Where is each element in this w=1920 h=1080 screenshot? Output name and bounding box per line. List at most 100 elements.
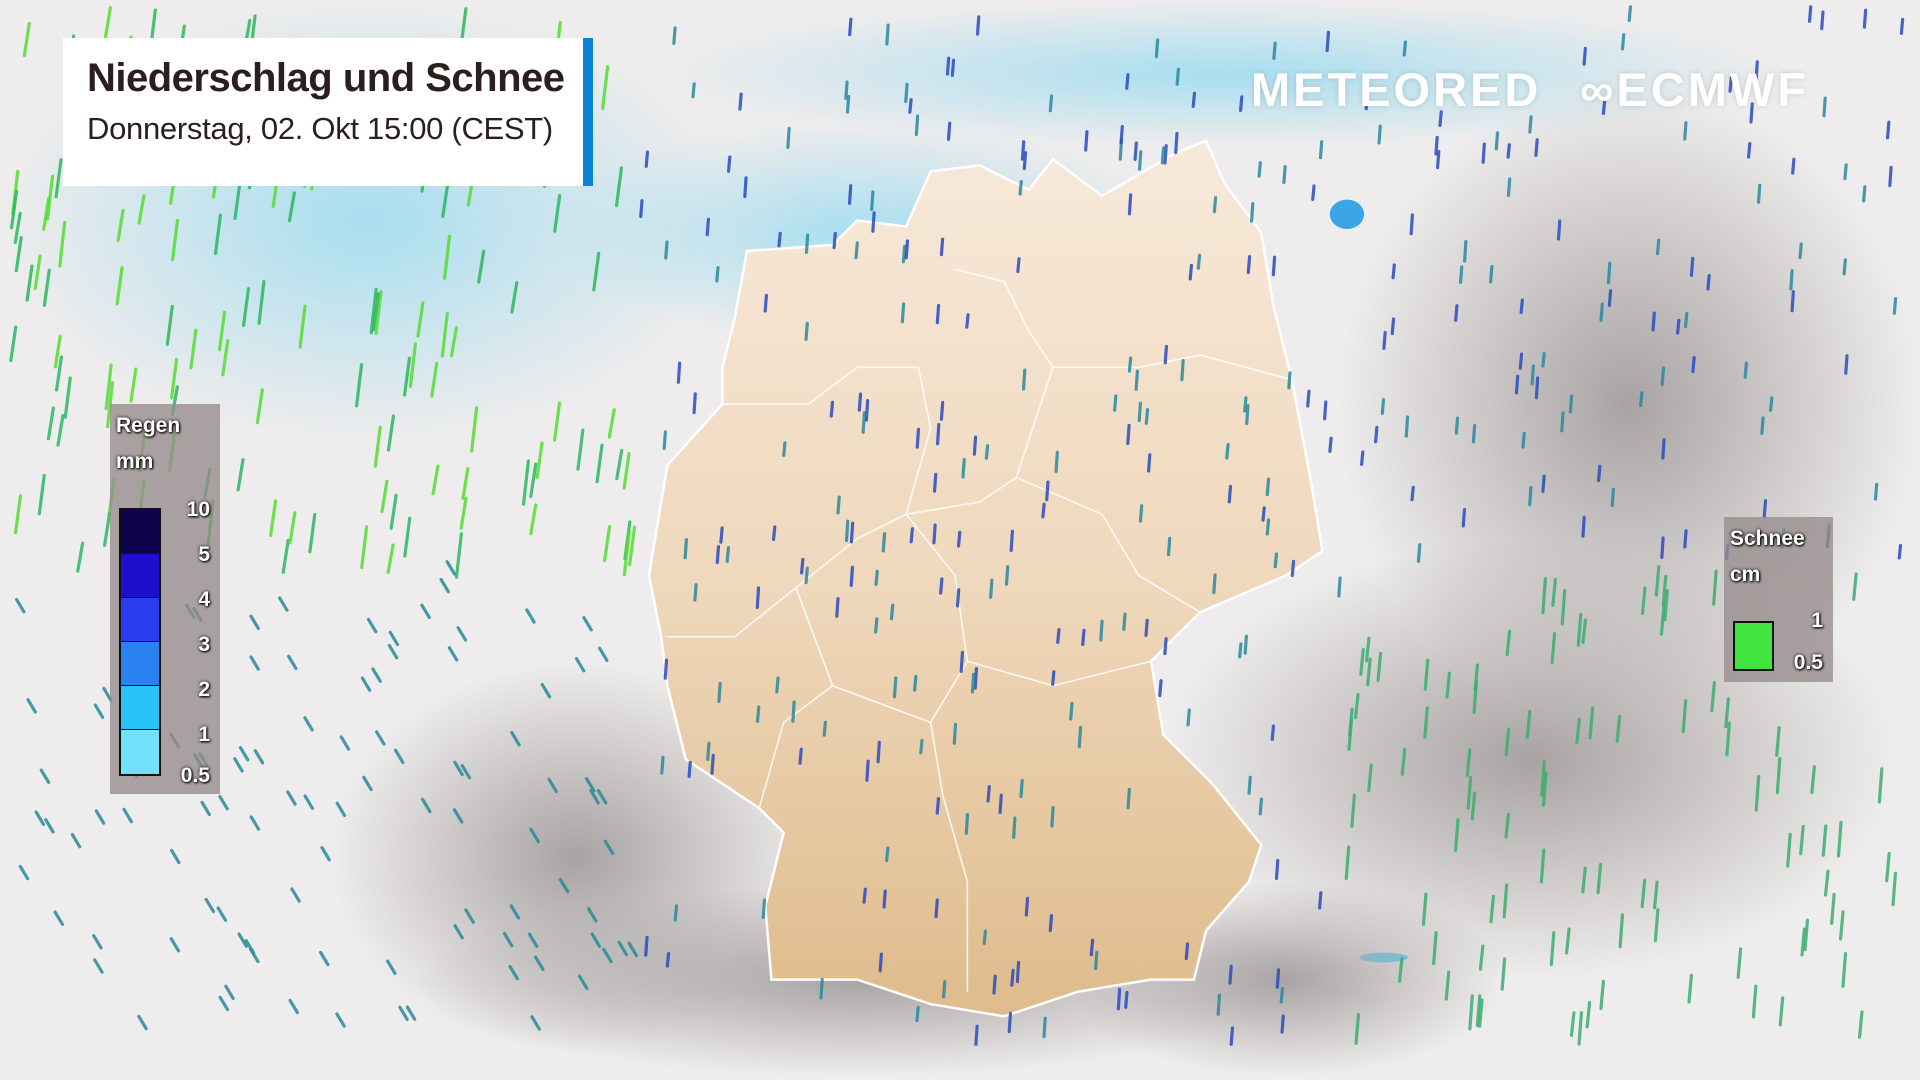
- germany-region[interactable]: [647, 139, 1324, 1018]
- rain-streak: [913, 674, 918, 692]
- rain-streak: [665, 952, 671, 968]
- rain-streak: [1275, 968, 1281, 989]
- rain-streak: [1423, 658, 1430, 691]
- rain-streak: [1468, 994, 1474, 1031]
- rain-streak: [622, 530, 631, 577]
- rain-streak: [1290, 559, 1296, 578]
- rain-streak: [1640, 586, 1647, 616]
- rain-streak: [1465, 748, 1472, 777]
- rain-streak: [1518, 352, 1524, 370]
- rain-streak: [904, 82, 909, 104]
- rain-streak: [1126, 423, 1131, 446]
- rain-streak: [103, 6, 112, 39]
- rain-streak: [1581, 618, 1588, 644]
- rain-streak: [1099, 619, 1104, 642]
- rain-streak: [1786, 832, 1792, 868]
- rain-streak: [1113, 394, 1118, 412]
- rain-streak: [224, 984, 235, 1000]
- rain-streak: [961, 457, 966, 479]
- rain-streak: [1899, 17, 1905, 35]
- rain-streak: [1654, 565, 1661, 597]
- rain-legend: Regen mm 10 5 4 3 2 1 0.5: [110, 404, 220, 794]
- rain-streak: [339, 735, 351, 751]
- rain-streak: [644, 935, 649, 957]
- rain-streak: [320, 845, 331, 862]
- rain-swatch: [121, 554, 159, 598]
- rain-streak: [595, 443, 604, 484]
- rain-streak: [1568, 394, 1574, 414]
- rain-streak: [836, 495, 841, 515]
- rain-streak: [952, 722, 958, 745]
- rain-streak: [1810, 765, 1816, 794]
- rain-streak: [1144, 408, 1150, 425]
- rain-streak: [530, 1015, 541, 1031]
- rain-streak: [1560, 588, 1567, 626]
- rain-streak: [1432, 931, 1438, 966]
- rain-streak: [169, 937, 181, 953]
- rain-streak: [1019, 778, 1024, 799]
- meteored-logo: METEORED: [1251, 63, 1542, 116]
- rain-streak: [1270, 724, 1276, 741]
- rain-streak: [1306, 389, 1311, 408]
- rain-color-scale: [119, 508, 161, 776]
- rain-streak: [909, 527, 914, 544]
- rain-streak: [1328, 436, 1333, 453]
- rain-streak: [984, 444, 990, 460]
- rain-streak: [1160, 146, 1166, 165]
- rain-streak: [687, 760, 692, 779]
- rain-streak: [1687, 973, 1694, 1004]
- rain-streak: [360, 525, 369, 570]
- rain-streak: [1653, 908, 1660, 943]
- rain-streak: [804, 233, 810, 255]
- rain-streak: [22, 21, 31, 58]
- rain-streak: [782, 441, 787, 457]
- rain-tick: 10: [186, 498, 210, 521]
- rain-tick: 2: [198, 678, 210, 701]
- rain-streak: [1821, 824, 1828, 857]
- rain-streak: [1163, 637, 1168, 656]
- rain-streak: [601, 65, 610, 110]
- rain-streak: [1444, 970, 1451, 1001]
- rain-streak: [1180, 358, 1185, 382]
- rain-streak: [387, 643, 399, 660]
- rain-streak: [1534, 138, 1539, 157]
- snow-legend-unit: cm: [1730, 563, 1761, 586]
- rain-streak: [1615, 714, 1622, 743]
- rain-streak: [461, 467, 470, 501]
- rain-streak: [901, 244, 907, 264]
- rain-streak: [1606, 261, 1612, 285]
- rain-streak: [510, 731, 521, 747]
- rain-streak: [1279, 986, 1285, 1004]
- rain-streak: [574, 656, 586, 673]
- rain-streak: [1367, 763, 1373, 792]
- rain-streak: [362, 775, 373, 792]
- rain-streak: [596, 788, 608, 805]
- rain-streak: [1639, 391, 1644, 407]
- rain-streak: [13, 494, 23, 535]
- rain-streak: [1325, 30, 1330, 53]
- rain-streak: [44, 818, 55, 834]
- rain-streak: [892, 676, 898, 699]
- rain-streak: [1344, 845, 1351, 881]
- snow-tick: 1: [1811, 609, 1823, 632]
- rain-streak: [878, 952, 883, 973]
- rain-streak: [915, 427, 921, 449]
- rain-streak: [1597, 464, 1602, 483]
- rain-streak: [1458, 265, 1464, 284]
- rain-swatch: [121, 642, 159, 686]
- rain-streak: [535, 441, 544, 480]
- rain-streak: [1094, 950, 1099, 971]
- rain-streak: [1391, 263, 1396, 280]
- rain-tick: 4: [198, 588, 210, 611]
- rain-streak: [1453, 818, 1460, 852]
- map-timestamp: Donnerstag, 02. Okt 15:00 (CEST): [87, 111, 553, 146]
- rain-streak: [1478, 998, 1484, 1028]
- rain-streak: [408, 342, 417, 389]
- rain-streak: [1323, 400, 1328, 421]
- rain-streak: [443, 234, 452, 280]
- rain-streak: [39, 768, 51, 784]
- rain-streak: [1799, 824, 1805, 856]
- rain-streak: [622, 451, 631, 490]
- rain-streak: [1463, 239, 1468, 263]
- rain-swatch: [121, 730, 159, 774]
